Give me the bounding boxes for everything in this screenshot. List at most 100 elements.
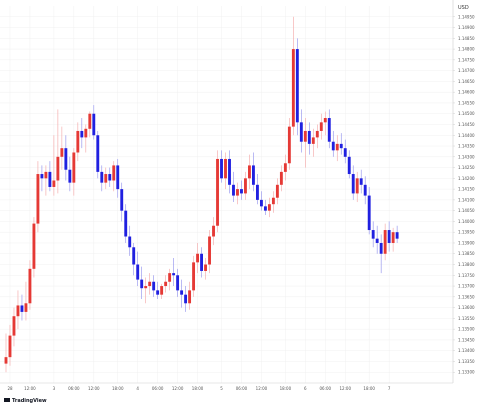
candle-down[interactable] — [20, 294, 24, 321]
candle-down[interactable] — [252, 152, 255, 192]
candle-down[interactable] — [64, 135, 68, 181]
candle-down[interactable] — [132, 242, 136, 276]
y-axis[interactable]: 1.14950 1.14900 1.14850 1.14800 1.14750 1.147… — [452, 0, 475, 383]
candle-down[interactable] — [255, 174, 259, 205]
candle-up[interactable] — [248, 154, 251, 190]
candle-up[interactable] — [168, 268, 172, 291]
candle-down[interactable] — [339, 133, 343, 155]
candle-up[interactable] — [52, 135, 56, 196]
candle-down[interactable] — [331, 130, 335, 157]
candle-up[interactable] — [24, 281, 28, 321]
candle-down[interactable] — [108, 167, 112, 187]
candle-down[interactable] — [136, 251, 140, 287]
candle-up[interactable] — [383, 223, 387, 261]
candle-down[interactable] — [140, 266, 144, 299]
candle-up[interactable] — [12, 307, 16, 347]
candle-up[interactable] — [144, 277, 148, 304]
candle-down[interactable] — [299, 109, 303, 153]
x-axis[interactable]: 28 12:00 3 06:00 12:00 18:00 4 06:00 12:00 18:00 5… — [0, 382, 453, 391]
candle-up[interactable] — [319, 113, 323, 140]
candle-up[interactable] — [303, 118, 307, 168]
candle-up[interactable] — [60, 126, 64, 170]
candle-up[interactable] — [267, 197, 271, 218]
candle-down[interactable] — [263, 199, 267, 215]
candle-down[interactable] — [40, 165, 44, 192]
candle-down[interactable] — [375, 225, 379, 254]
candle-down[interactable] — [156, 281, 160, 299]
candle-up[interactable] — [192, 255, 196, 297]
candle-up[interactable] — [160, 283, 164, 299]
candle-up[interactable] — [112, 161, 116, 192]
candle-down[interactable] — [176, 268, 180, 297]
candle-down[interactable] — [351, 165, 355, 200]
candle-up[interactable] — [335, 135, 339, 162]
candle-up[interactable] — [208, 230, 211, 274]
candle-up[interactable] — [291, 16, 295, 136]
candle-up[interactable] — [311, 128, 315, 157]
candle-down[interactable] — [387, 221, 391, 252]
candle-up[interactable] — [275, 178, 279, 205]
candle-down[interactable] — [343, 139, 347, 164]
candle-down[interactable] — [184, 286, 188, 312]
candle-down[interactable] — [120, 182, 124, 222]
candle-up[interactable] — [188, 281, 192, 310]
candle-down[interactable] — [307, 122, 311, 155]
candle-down[interactable] — [371, 221, 375, 248]
candle-down[interactable] — [395, 225, 399, 243]
candle-up[interactable] — [212, 217, 215, 246]
candle-up[interactable] — [216, 150, 219, 233]
candle-up[interactable] — [36, 161, 40, 233]
candle-up[interactable] — [391, 227, 395, 252]
candle-down[interactable] — [259, 191, 263, 211]
candle-down[interactable] — [363, 176, 367, 205]
candle-up[interactable] — [4, 333, 8, 373]
candle-down[interactable] — [100, 165, 104, 192]
candle-down[interactable] — [228, 150, 231, 194]
candle-up[interactable] — [355, 171, 359, 203]
candle-down[interactable] — [347, 150, 351, 179]
candle-down[interactable] — [180, 279, 184, 308]
candle-up[interactable] — [88, 111, 92, 138]
candle-down[interactable] — [92, 105, 96, 140]
candle-down[interactable] — [152, 275, 156, 297]
candle-down[interactable] — [96, 130, 100, 179]
candle-down[interactable] — [359, 169, 363, 194]
candle-down[interactable] — [200, 247, 203, 278]
candle-up[interactable] — [196, 242, 200, 274]
candle-down[interactable] — [220, 150, 223, 183]
candle-up[interactable] — [236, 182, 239, 205]
candle-up[interactable] — [224, 152, 227, 190]
candle-up[interactable] — [323, 111, 327, 136]
candle-down[interactable] — [232, 171, 235, 203]
candle-up[interactable] — [44, 165, 48, 196]
candle-up[interactable] — [84, 124, 88, 153]
candle-down[interactable] — [124, 204, 128, 243]
candle-up[interactable] — [104, 167, 108, 190]
candle-down[interactable] — [367, 186, 371, 235]
candle-up[interactable] — [204, 258, 207, 280]
candle-up[interactable] — [164, 275, 168, 293]
candle-up[interactable] — [76, 122, 80, 162]
candle-up[interactable] — [279, 165, 283, 192]
candle-down[interactable] — [240, 180, 243, 200]
candle-up[interactable] — [56, 109, 60, 194]
candle-down[interactable] — [48, 161, 52, 192]
candle-down[interactable] — [116, 158, 120, 198]
candle-up[interactable] — [32, 217, 36, 278]
candle-up[interactable] — [16, 290, 20, 330]
candle-up[interactable] — [244, 171, 247, 200]
candle-up[interactable] — [72, 148, 76, 196]
candle-down[interactable] — [327, 109, 331, 149]
candle-down[interactable] — [68, 156, 72, 192]
candle-down[interactable] — [80, 118, 84, 149]
candle-down[interactable] — [295, 38, 299, 136]
candle-up[interactable] — [8, 324, 12, 366]
candle-down[interactable] — [172, 258, 176, 287]
candle-up[interactable] — [315, 124, 319, 149]
candle-up[interactable] — [271, 191, 275, 213]
candle-up[interactable] — [148, 273, 152, 295]
candle-up[interactable] — [287, 118, 291, 170]
candle-up[interactable] — [28, 260, 32, 310]
candle-down[interactable] — [379, 234, 383, 274]
